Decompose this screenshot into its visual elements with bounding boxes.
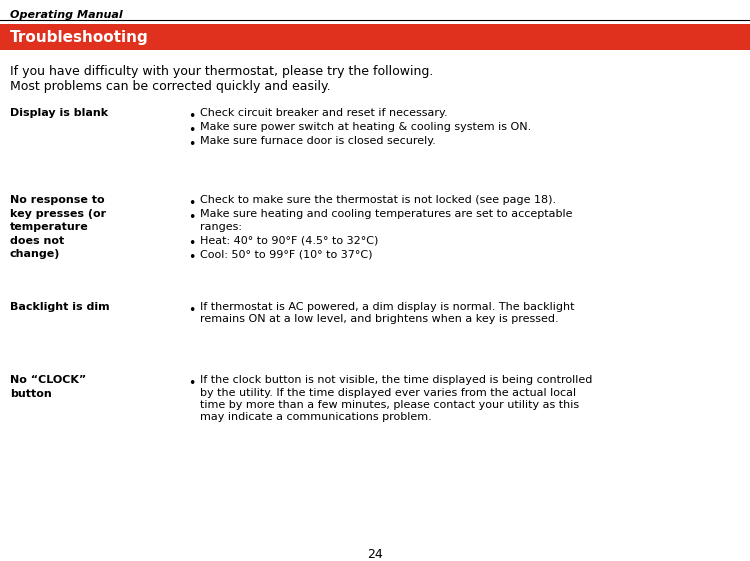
Text: If you have difficulty with your thermostat, please try the following.: If you have difficulty with your thermos… [10, 65, 433, 78]
Text: Most problems can be corrected quickly and easily.: Most problems can be corrected quickly a… [10, 80, 331, 93]
Text: Check to make sure the thermostat is not locked (see page 18).: Check to make sure the thermostat is not… [200, 195, 556, 205]
Text: may indicate a communications problem.: may indicate a communications problem. [200, 412, 432, 422]
Text: •: • [188, 376, 195, 389]
Text: time by more than a few minutes, please contact your utility as this: time by more than a few minutes, please … [200, 400, 579, 410]
Text: Check circuit breaker and reset if necessary.: Check circuit breaker and reset if neces… [200, 108, 448, 118]
Text: •: • [188, 109, 195, 122]
Text: Make sure furnace door is closed securely.: Make sure furnace door is closed securel… [200, 136, 436, 146]
Text: Backlight is dim: Backlight is dim [10, 302, 109, 312]
Text: •: • [188, 196, 195, 209]
Text: No response to
key presses (or
temperature
does not
change): No response to key presses (or temperatu… [10, 195, 106, 259]
Text: •: • [188, 304, 195, 316]
Text: Cool: 50° to 99°F (10° to 37°C): Cool: 50° to 99°F (10° to 37°C) [200, 250, 373, 260]
Text: ranges:: ranges: [200, 222, 242, 232]
Text: If thermostat is AC powered, a dim display is normal. The backlight: If thermostat is AC powered, a dim displ… [200, 302, 574, 312]
Text: by the utility. If the time displayed ever varies from the actual local: by the utility. If the time displayed ev… [200, 388, 576, 398]
Text: •: • [188, 210, 195, 223]
Text: •: • [188, 251, 195, 264]
Text: Make sure heating and cooling temperatures are set to acceptable: Make sure heating and cooling temperatur… [200, 209, 572, 219]
Text: Troubleshooting: Troubleshooting [10, 30, 148, 44]
Text: Operating Manual: Operating Manual [10, 10, 123, 20]
Text: 24: 24 [368, 548, 382, 561]
Text: •: • [188, 137, 195, 150]
Text: remains ON at a low level, and brightens when a key is pressed.: remains ON at a low level, and brightens… [200, 315, 559, 324]
Text: No “CLOCK”
button: No “CLOCK” button [10, 375, 86, 399]
Text: •: • [188, 123, 195, 136]
Text: Heat: 40° to 90°F (4.5° to 32°C): Heat: 40° to 90°F (4.5° to 32°C) [200, 236, 378, 246]
Text: •: • [188, 237, 195, 250]
Bar [0, 24, 750, 50]
Text: Display is blank: Display is blank [10, 108, 108, 118]
Text: Make sure power switch at heating & cooling system is ON.: Make sure power switch at heating & cool… [200, 122, 531, 132]
Text: If the clock button is not visible, the time displayed is being controlled: If the clock button is not visible, the … [200, 375, 592, 385]
